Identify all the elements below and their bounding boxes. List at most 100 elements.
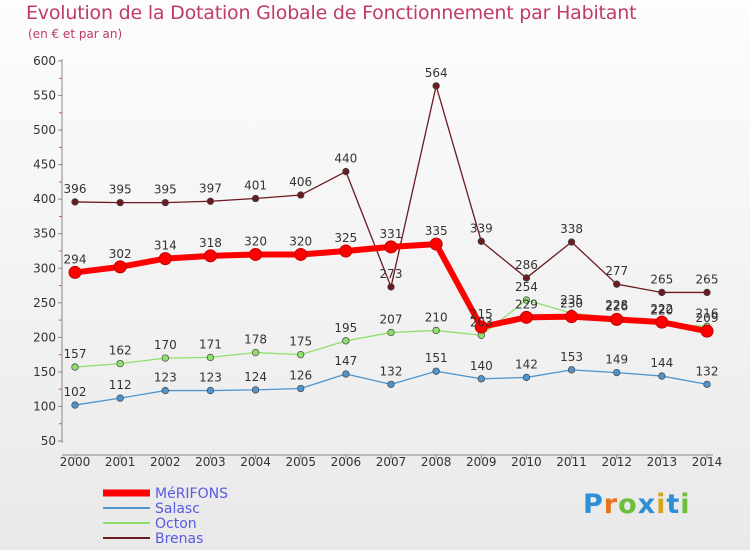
data-point-salasc — [116, 394, 124, 402]
data-label-m-rifons: 320 — [289, 234, 312, 248]
data-label-octon: 220 — [650, 304, 673, 318]
data-point-m-rifons — [158, 252, 172, 266]
x-tick-label: 2011 — [556, 455, 587, 469]
data-label-salasc: 132 — [696, 364, 719, 378]
data-label-octon: 203 — [470, 315, 493, 329]
data-label-m-rifons: 294 — [64, 252, 87, 266]
data-label-octon: 157 — [64, 347, 87, 361]
data-label-octon: 195 — [334, 321, 357, 335]
x-tick-label: 2002 — [150, 455, 181, 469]
logo-letter: P — [583, 489, 604, 520]
data-label-octon: 162 — [109, 344, 132, 358]
logo-letter: t — [666, 489, 681, 520]
data-point-brenas — [522, 274, 531, 282]
y-tick-label: 500 — [33, 123, 56, 137]
data-label-octon: 210 — [425, 310, 448, 324]
data-point-brenas — [342, 167, 350, 176]
data-label-m-rifons: 222 — [650, 302, 673, 316]
data-point-m-rifons — [68, 265, 82, 279]
proxiti-logo: Proxiti — [583, 489, 691, 520]
data-label-octon: 254 — [515, 280, 538, 294]
data-label-octon: 170 — [154, 338, 177, 352]
data-label-salasc: 153 — [560, 350, 583, 364]
data-label-m-rifons: 226 — [605, 299, 628, 313]
data-point-octon — [387, 328, 395, 337]
data-label-octon: 178 — [244, 333, 267, 347]
data-label-brenas: 286 — [515, 258, 538, 272]
data-label-salasc: 149 — [605, 353, 628, 367]
y-tick-label: 400 — [33, 192, 56, 206]
x-tick-label: 2014 — [692, 455, 723, 469]
data-label-m-rifons: 320 — [244, 234, 267, 248]
data-label-m-rifons: 325 — [334, 231, 357, 245]
data-point-brenas — [567, 238, 576, 246]
y-tick-label: 50 — [41, 434, 56, 448]
legend-label-m-rifons: MéRIFONS — [155, 486, 228, 502]
legend-label-salasc: Salasc — [155, 501, 200, 517]
x-tick-label: 2005 — [285, 455, 316, 469]
data-label-m-rifons: 215 — [470, 307, 493, 321]
logo-letter: x — [637, 489, 657, 520]
data-point-brenas — [71, 198, 79, 206]
data-label-salasc: 112 — [109, 378, 132, 392]
data-label-salasc: 151 — [425, 351, 448, 365]
data-point-m-rifons — [249, 247, 263, 261]
data-point-m-rifons — [519, 310, 533, 324]
x-tick-label: 2000 — [60, 455, 91, 469]
data-label-brenas: 277 — [605, 264, 628, 278]
y-tick-label: 200 — [33, 330, 56, 344]
y-tick-label: 450 — [33, 158, 56, 172]
data-point-m-rifons — [565, 310, 579, 324]
data-point-brenas — [161, 198, 169, 207]
data-point-m-rifons — [384, 240, 398, 254]
legend-label-brenas: Brenas — [155, 531, 203, 547]
data-label-m-rifons: 331 — [380, 227, 403, 241]
data-label-salasc: 123 — [199, 371, 222, 385]
x-tick-label: 2003 — [195, 455, 226, 469]
logo-letter: i — [656, 489, 667, 520]
data-label-m-rifons: 302 — [109, 247, 132, 261]
data-label-brenas: 401 — [244, 178, 267, 192]
x-tick-label: 2004 — [240, 455, 271, 469]
data-point-salasc — [297, 384, 305, 393]
data-label-salasc: 124 — [244, 370, 267, 384]
data-label-salasc: 126 — [289, 368, 312, 382]
x-tick-label: 2013 — [647, 455, 678, 469]
y-tick-label: 150 — [33, 365, 56, 379]
data-point-octon — [432, 326, 440, 335]
data-point-m-rifons — [113, 260, 127, 274]
data-point-salasc — [703, 380, 711, 388]
data-label-m-rifons: 314 — [154, 239, 177, 253]
data-point-salasc — [206, 386, 215, 395]
data-label-brenas: 406 — [289, 175, 312, 189]
chart-title: Evolution de la Dotation Globale de Fonc… — [26, 2, 637, 24]
data-label-salasc: 123 — [154, 371, 177, 385]
chart-subtitle: (en € et par an) — [28, 27, 123, 41]
data-point-salasc — [71, 401, 79, 409]
data-label-m-rifons: 318 — [199, 236, 222, 250]
data-label-brenas: 395 — [109, 183, 132, 197]
data-label-octon: 207 — [380, 313, 403, 327]
data-point-brenas — [432, 82, 440, 90]
data-point-brenas — [703, 288, 711, 297]
data-label-octon: 228 — [605, 298, 628, 312]
data-label-brenas: 338 — [560, 222, 583, 236]
data-point-salasc — [432, 367, 440, 375]
data-label-brenas: 564 — [425, 66, 448, 80]
data-point-m-rifons — [610, 312, 624, 326]
data-label-brenas: 339 — [470, 221, 493, 235]
data-label-m-rifons: 229 — [515, 297, 538, 311]
data-point-salasc — [567, 366, 576, 374]
data-point-m-rifons — [294, 247, 308, 261]
data-label-m-rifons: 230 — [560, 297, 583, 311]
data-label-salasc: 142 — [515, 357, 538, 371]
data-point-brenas — [251, 194, 260, 203]
data-point-m-rifons — [700, 324, 714, 338]
x-tick-label: 2001 — [105, 455, 136, 469]
y-tick-label: 100 — [33, 399, 56, 413]
data-label-brenas: 265 — [696, 272, 719, 286]
data-point-salasc — [342, 370, 350, 378]
y-tick-label: 300 — [33, 261, 56, 275]
